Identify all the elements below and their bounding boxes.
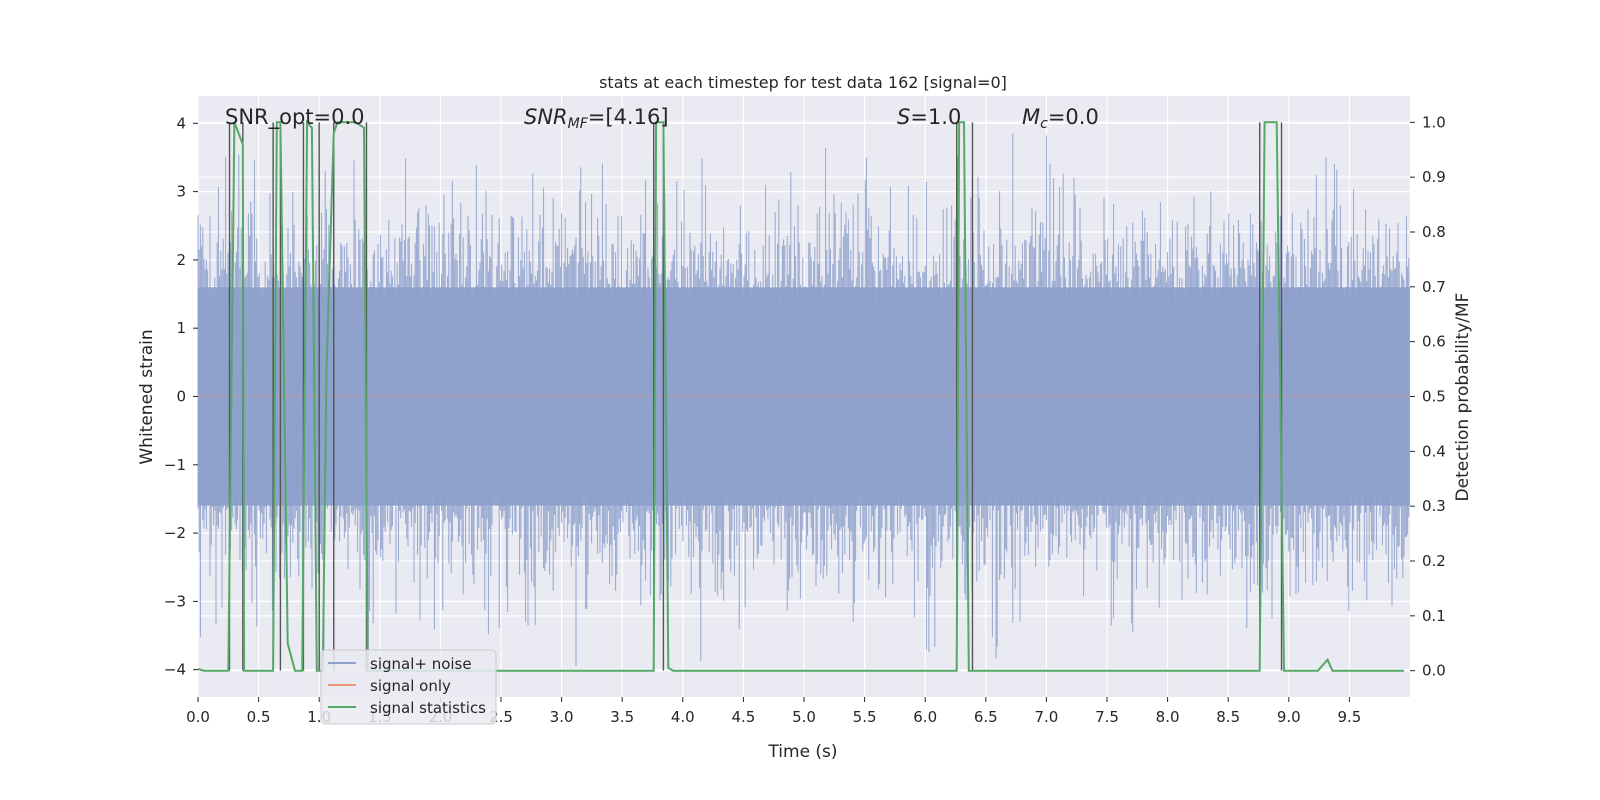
x-tick-label: 3.5 [610,708,634,726]
y-right-tick-label: 0.3 [1422,497,1446,515]
x-tick-label: 6.0 [913,708,937,726]
noise-trace [197,133,1410,667]
y-right-tick-label: 0.0 [1422,662,1446,680]
y-tick-label: 1 [176,319,186,337]
y-tick-label: −3 [164,592,186,610]
annotation-s: S=1.0 [897,105,961,129]
y-tick-label: −2 [164,524,186,542]
x-tick-label: 3.0 [550,708,574,726]
chart-title: stats at each timestep for test data 162… [599,73,1007,92]
y-tick-label: 3 [176,183,186,201]
y-right-tick-label: 0.7 [1422,278,1446,296]
x-axis-label: Time (s) [767,742,837,762]
annotation-mc: Mc=0.0 [1022,105,1099,132]
x-tick-label: 0.0 [186,708,210,726]
annotation-mc-prefix: M [1022,105,1040,129]
y-axis-ticks: −4 −3 −2 −1 0 1 2 3 4 [164,114,198,679]
x-tick-label: 6.5 [974,708,998,726]
annotation-snr-opt: SNR_opt=0.0 [225,105,365,130]
y-tick-label: −1 [164,456,186,474]
x-tick-label: 7.0 [1034,708,1058,726]
y-right-tick-label: 0.5 [1422,388,1446,406]
x-tick-label: 8.5 [1216,708,1240,726]
legend-label-signal-noise: signal+ noise [370,655,472,673]
signal-statistics-line [197,119,1404,672]
legend-box [320,649,497,725]
y-tick-label: 4 [176,114,186,132]
y-axis-label: Whitened strain [137,329,157,464]
x-tick-label: 0.5 [247,708,271,726]
y-right-axis-label: Detection probability/MF [1453,293,1473,502]
y-right-tick-label: 0.6 [1422,333,1446,351]
legend-label-signal-only: signal only [370,677,451,695]
x-tick-label: 9.0 [1277,708,1301,726]
annotation-mc-sub: c [1040,116,1048,132]
plot-area [197,96,1410,697]
y-tick-label: −4 [164,661,186,679]
y-right-tick-label: 1.0 [1422,113,1446,131]
x-tick-label: 5.5 [853,708,877,726]
x-tick-label: 7.5 [1095,708,1119,726]
legend-label-signal-statistics: signal statistics [370,699,486,717]
y-right-tick-label: 0.4 [1422,442,1446,460]
annotation-snr-mf-prefix: SNR [524,105,568,129]
annotation-snr-mf-value: =[4.16] [588,105,669,129]
y-right-tick-label: 0.1 [1422,607,1446,625]
y-right-tick-label: 0.8 [1422,223,1446,241]
legend: signal+ noise signal only signal statist… [320,649,497,725]
y-tick-label: 2 [176,251,186,269]
x-tick-label: 4.0 [671,708,695,726]
annotation-mc-value: =0.0 [1048,105,1099,129]
annotation-s-prefix: S [897,105,910,129]
annotation-snr-mf-sub: MF [568,116,589,132]
y-right-axis-ticks: 0.0 0.1 0.2 0.3 0.4 0.5 0.6 0.7 0.8 0.9 1.0 [1410,113,1446,680]
y-tick-label: 0 [176,388,186,406]
annotation-snr-mf: SNRMF=[4.16] [524,105,669,132]
y-right-tick-label: 0.9 [1422,168,1446,186]
x-tick-label: 9.5 [1337,708,1361,726]
x-tick-label: 5.0 [792,708,816,726]
y-right-tick-label: 0.2 [1422,552,1446,570]
x-tick-label: 8.0 [1156,708,1180,726]
annotation-s-value: =1.0 [910,105,961,129]
x-tick-label: 4.5 [731,708,755,726]
